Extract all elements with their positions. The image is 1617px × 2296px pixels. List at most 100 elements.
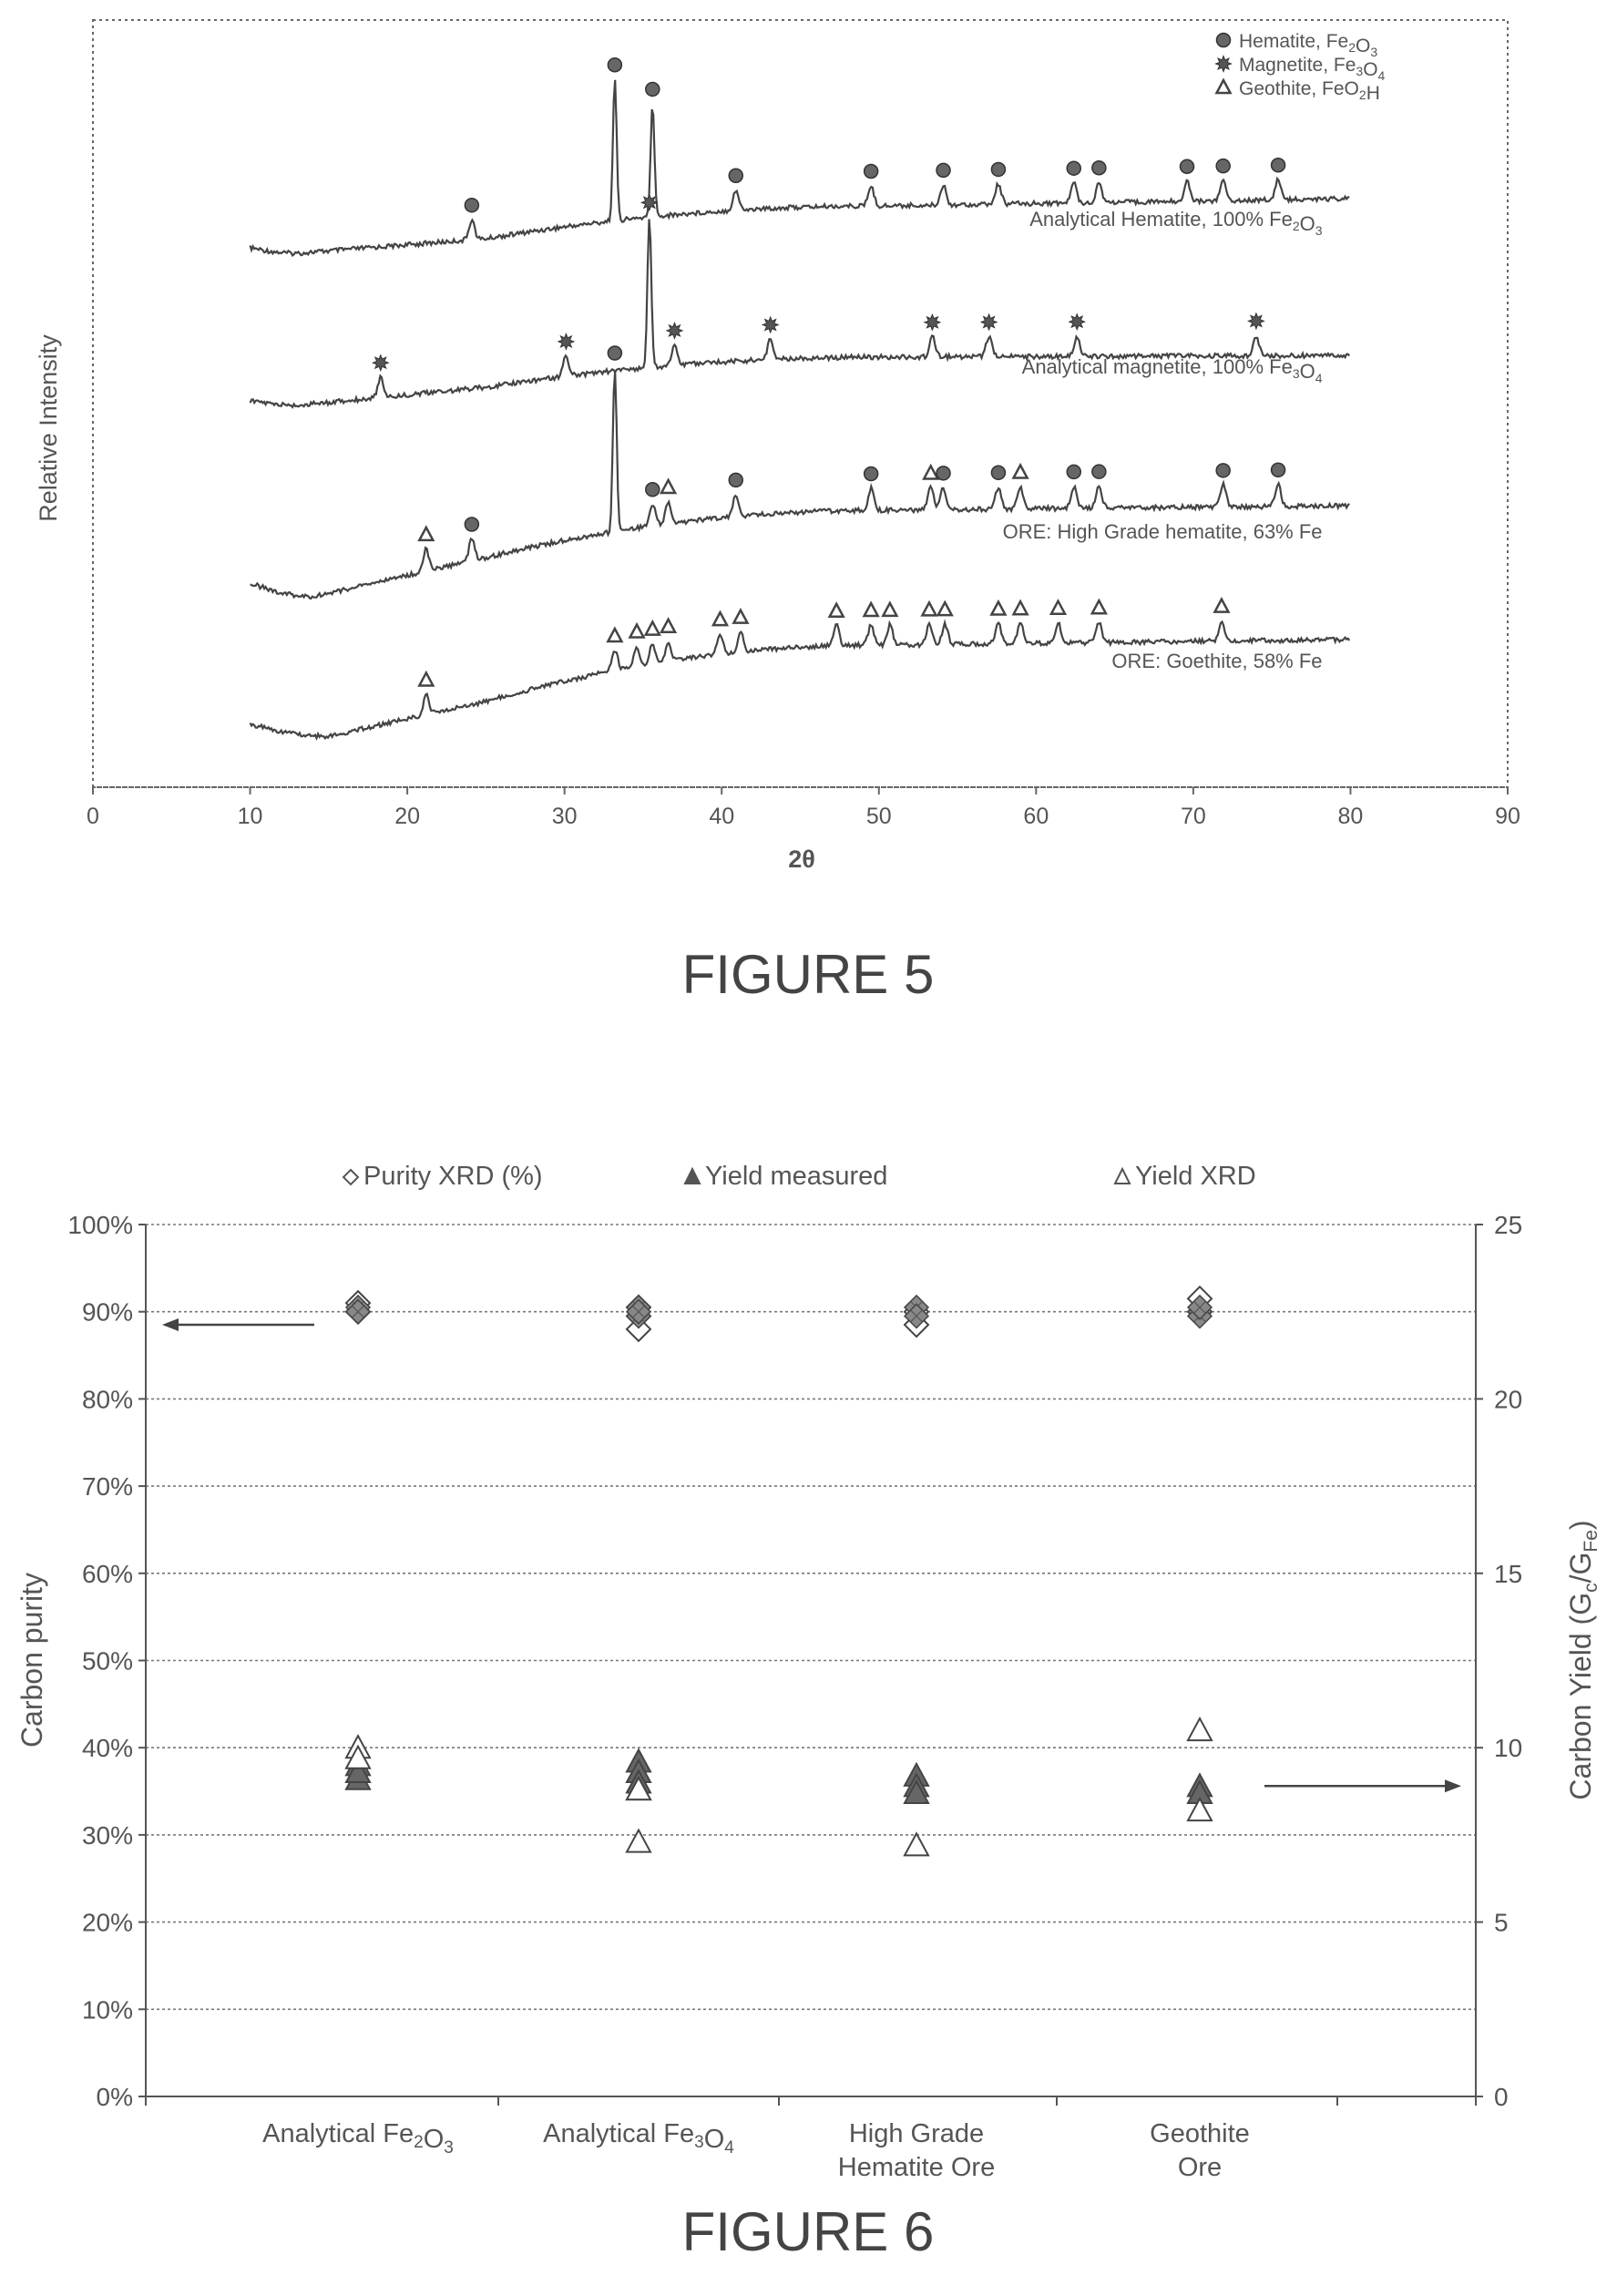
carbon-left-tick-label: 30% bbox=[82, 1821, 133, 1850]
xrd-peak-marker bbox=[923, 313, 942, 332]
xrd-peak-marker bbox=[728, 168, 744, 184]
carbon-right-tick-label: 25 bbox=[1494, 1211, 1522, 1239]
carbon-y2-axis-title: Carbon Yield (Gc/GFe) bbox=[1564, 1520, 1602, 1799]
xrd-plot-frame bbox=[92, 19, 1509, 788]
carbon-right-tick-label: 15 bbox=[1494, 1560, 1522, 1588]
carbon-category-label: High Grade bbox=[849, 2119, 984, 2148]
carbon-category-label: Geothite bbox=[1150, 2119, 1250, 2148]
xrd-x-tick-label: 40 bbox=[709, 804, 734, 829]
xrd-patterns bbox=[249, 79, 1351, 742]
xrd-peak-marker bbox=[1066, 464, 1081, 480]
carbon-left-tick-label: 100% bbox=[67, 1211, 133, 1239]
xrd-series-label: ORE: High Grade hematite, 63% Fe bbox=[1003, 520, 1323, 543]
xrd-peak-marker bbox=[827, 601, 845, 618]
carbon-right-tick-label: 0 bbox=[1494, 2083, 1509, 2111]
xrd-peak-marker bbox=[371, 354, 390, 373]
xrd-series-labels: Analytical Hematite, 100% Fe2O3 Analytica… bbox=[1003, 208, 1323, 672]
carbon-left-tick-label: 50% bbox=[82, 1647, 133, 1676]
xrd-peak-marker bbox=[990, 161, 1007, 178]
left-axis-arrow-head bbox=[162, 1318, 179, 1332]
carbon-right-tick-label: 10 bbox=[1494, 1734, 1522, 1762]
carbon-axis-arrows bbox=[162, 1318, 1461, 1793]
carbon-point-triangle-open bbox=[1186, 1716, 1213, 1742]
xrd-x-tick-label: 0 bbox=[87, 804, 99, 829]
xrd-peak-marker bbox=[732, 608, 750, 624]
xrd-pattern-line bbox=[249, 219, 1351, 409]
carbon-point-triangle-open bbox=[625, 1776, 652, 1801]
xrd-peak-marker bbox=[863, 466, 879, 482]
xrd-peak-marker bbox=[659, 477, 678, 495]
xrd-peak-marker bbox=[417, 670, 435, 687]
xrd-peak-marker bbox=[1091, 160, 1107, 176]
xrd-peak-marker bbox=[665, 322, 684, 340]
carbon-left-tick-label: 90% bbox=[82, 1298, 133, 1327]
xrd-peak-marker bbox=[1066, 160, 1081, 176]
carbon-point-triangle-filled bbox=[903, 1778, 930, 1805]
xrd-peak-marker bbox=[1090, 598, 1108, 615]
xrd-x-tick-label: 70 bbox=[1181, 804, 1206, 829]
xrd-peak-marker bbox=[464, 197, 480, 213]
carbon-point-diamond-open bbox=[625, 1316, 652, 1343]
xrd-peak-marker bbox=[643, 619, 661, 636]
xrd-peak-marker bbox=[464, 517, 480, 532]
xrd-peak-marker bbox=[1011, 462, 1029, 479]
carbon-data-points bbox=[344, 1285, 1213, 1857]
carbon-point-triangle-open bbox=[903, 1831, 930, 1857]
xrd-legend-label: Geothite, FeO2H bbox=[1239, 78, 1380, 104]
xrd-legend-marker-triangle bbox=[1214, 77, 1233, 95]
carbon-point-diamond-filled-hatch bbox=[352, 1306, 364, 1318]
xrd-peak-marker bbox=[1049, 599, 1068, 615]
xrd-peak-marker bbox=[936, 600, 954, 617]
xrd-chart: 0 10 20 30 40 50 60 70 80 90 Analytical Hematite,… bbox=[35, 19, 1520, 1005]
carbon-point-diamond-filled-hatch bbox=[1193, 1301, 1206, 1314]
xrd-legend-label: Magnetite, Fe3O4 bbox=[1239, 55, 1386, 83]
carbon-legend-label: Yield measured bbox=[705, 1162, 887, 1191]
carbon-legend-label: Purity XRD (%) bbox=[363, 1162, 543, 1191]
carbon-point-diamond-filled-hatch bbox=[910, 1310, 923, 1322]
xrd-peak-marker bbox=[640, 193, 659, 212]
xrd-series-label: ORE: Goethite, 58% Fe bbox=[1111, 650, 1322, 672]
carbon-right-tick-label: 5 bbox=[1494, 1909, 1509, 1937]
xrd-x-tick-label: 10 bbox=[238, 804, 263, 829]
xrd-peak-marker bbox=[1215, 158, 1231, 174]
carbon-left-tick-label: 70% bbox=[82, 1472, 133, 1501]
xrd-peak-marker bbox=[606, 626, 624, 643]
carbon-y-axis-title: Carbon purity bbox=[15, 1573, 48, 1748]
carbon-category-label: Analytical Fe2O3 bbox=[262, 2119, 454, 2158]
xrd-peak-marker bbox=[645, 81, 660, 97]
xrd-peak-marker bbox=[979, 313, 998, 332]
xrd-legend-marker-circle bbox=[1215, 32, 1232, 48]
xrd-pattern-line bbox=[250, 371, 1350, 600]
xrd-x-tick-label: 60 bbox=[1023, 804, 1049, 829]
xrd-peak-marker bbox=[607, 345, 623, 361]
xrd-peak-marker bbox=[711, 610, 730, 627]
carbon-legend: Purity XRD (%) Yield measured Yield XRD bbox=[342, 1162, 1256, 1191]
xrd-peak-marker bbox=[1247, 312, 1265, 331]
xrd-legend-marker-star bbox=[1214, 55, 1233, 73]
xrd-peak-marker bbox=[1270, 157, 1286, 173]
xrd-peak-marker bbox=[862, 600, 880, 618]
carbon-legend-marker bbox=[342, 1168, 360, 1186]
carbon-category-ticks: Analytical Fe2O3 Analytical Fe3O4 High Gra… bbox=[145, 2096, 1477, 2182]
xrd-x-tick-label: 90 bbox=[1495, 804, 1520, 829]
xrd-peak-marker bbox=[1213, 596, 1231, 613]
xrd-pattern-line bbox=[249, 619, 1351, 742]
xrd-peak-marker bbox=[922, 463, 940, 480]
xrd-peak-marker bbox=[863, 163, 879, 179]
carbon-right-tick-label: 20 bbox=[1494, 1385, 1522, 1413]
right-axis-arrow-head bbox=[1445, 1779, 1461, 1793]
xrd-peak-marker bbox=[417, 525, 435, 542]
carbon-chart: Purity XRD (%) Yield measured Yield XRD 0%… bbox=[15, 1162, 1602, 2262]
xrd-peak-marker bbox=[761, 315, 780, 334]
xrd-peak-marker bbox=[607, 57, 623, 73]
carbon-right-ticks: 0 5 10 15 20 25 bbox=[1476, 1211, 1522, 2111]
xrd-series-label: Analytical Hematite, 100% Fe2O3 bbox=[1029, 208, 1323, 238]
carbon-left-tick-label: 80% bbox=[82, 1385, 133, 1413]
carbon-left-tick-label: 60% bbox=[82, 1560, 133, 1588]
xrd-peak-marker bbox=[1215, 463, 1231, 478]
carbon-left-tick-label: 10% bbox=[82, 1995, 133, 2024]
xrd-x-axis-title: 2θ bbox=[788, 846, 815, 873]
xrd-peak-marker bbox=[881, 600, 899, 618]
carbon-left-ticks: 0% 10% 20% 30% 40% 50% 60% 70% 80% 90% 100% bbox=[67, 1211, 146, 2111]
